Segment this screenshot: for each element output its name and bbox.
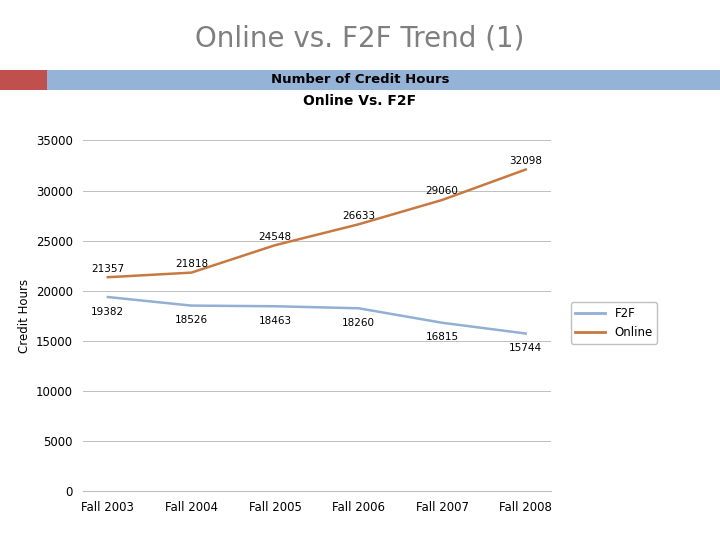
Text: 26633: 26633 <box>342 211 375 221</box>
F2F <box>354 305 363 312</box>
Online <box>104 274 112 280</box>
F2F <box>438 320 446 326</box>
Text: 18260: 18260 <box>342 318 375 328</box>
Text: 18463: 18463 <box>258 316 292 326</box>
Text: 24548: 24548 <box>258 232 292 242</box>
Text: 21818: 21818 <box>175 259 208 269</box>
Text: 19382: 19382 <box>91 307 125 316</box>
Online <box>354 221 363 227</box>
Online <box>271 242 279 248</box>
Text: 18526: 18526 <box>175 315 208 325</box>
Legend: F2F, Online: F2F, Online <box>571 302 657 343</box>
F2F <box>521 330 530 337</box>
Text: 21357: 21357 <box>91 264 125 274</box>
Text: Online Vs. F2F: Online Vs. F2F <box>303 94 417 108</box>
Online <box>521 166 530 173</box>
F2F <box>271 303 279 309</box>
Text: Online vs. F2F Trend (1): Online vs. F2F Trend (1) <box>195 24 525 52</box>
Online <box>438 197 446 203</box>
Text: 29060: 29060 <box>426 186 459 197</box>
Line: F2F: F2F <box>108 297 526 334</box>
Text: 32098: 32098 <box>509 156 542 166</box>
Text: Number of Credit Hours: Number of Credit Hours <box>271 73 449 86</box>
Online <box>187 269 196 276</box>
F2F <box>187 302 196 309</box>
Bar <box>0 70 47 90</box>
Text: 16815: 16815 <box>426 332 459 342</box>
F2F <box>104 294 112 300</box>
Y-axis label: Credit Hours: Credit Hours <box>17 279 30 353</box>
Text: 15744: 15744 <box>509 343 542 353</box>
Line: Online: Online <box>108 170 526 277</box>
